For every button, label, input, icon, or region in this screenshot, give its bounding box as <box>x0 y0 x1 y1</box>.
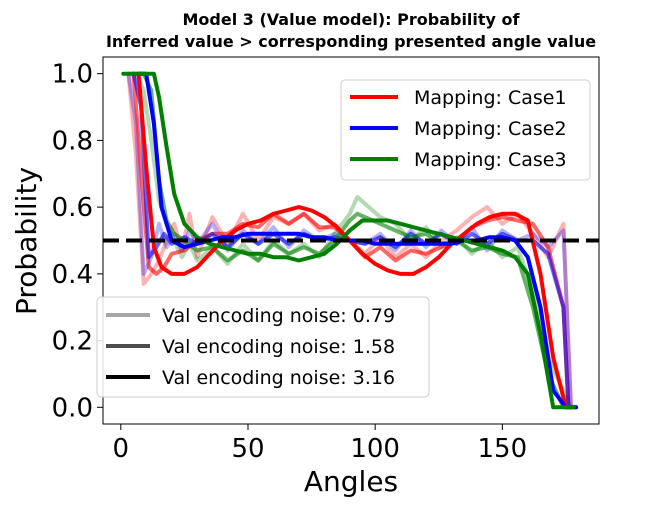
mapping-legend-box <box>340 79 591 181</box>
y-tick-label: 0.6 <box>52 193 93 223</box>
x-axis: 0 50 100 150 <box>113 424 528 464</box>
legend-label-noise-1.58: Val encoding noise: 1.58 <box>162 336 395 358</box>
x-tick-label: 150 <box>478 434 528 464</box>
chart-title-line2: Inferred value > corresponding presented… <box>106 32 596 51</box>
y-tick-label: 1.0 <box>52 60 93 90</box>
legend-label-noise-0.79: Val encoding noise: 0.79 <box>162 305 395 327</box>
series-line-case3-noise-3.16 <box>121 71 576 410</box>
plot-frame <box>102 56 600 425</box>
y-tick-label: 0.0 <box>52 393 93 423</box>
chart-title-line1: Model 3 (Value model): Probability of <box>183 10 521 29</box>
legend-label-case3: Mapping: Case3 <box>414 149 567 171</box>
y-tick-label: 0.4 <box>52 260 93 290</box>
y-axis-label: Probability <box>10 167 43 315</box>
noise-legend-box <box>96 296 430 398</box>
x-tick-label: 0 <box>113 434 130 464</box>
x-tick-label: 100 <box>350 434 400 464</box>
legend-label-case2: Mapping: Case2 <box>414 118 567 140</box>
mapping-legend: Mapping: Case1 Mapping: Case2 Mapping: C… <box>340 79 591 181</box>
y-tick-label: 0.8 <box>52 126 93 156</box>
x-tick-label: 50 <box>231 434 264 464</box>
legend-label-noise-3.16: Val encoding noise: 3.16 <box>162 367 395 389</box>
noise-legend: Val encoding noise: 0.79 Val encoding no… <box>96 296 430 398</box>
legend-label-case1: Mapping: Case1 <box>414 87 567 109</box>
x-axis-label: Angles <box>304 465 398 498</box>
y-axis: 0.0 0.2 0.4 0.6 0.8 1.0 <box>52 60 103 423</box>
y-tick-label: 0.2 <box>52 327 93 357</box>
series-line-case2-noise-3.16 <box>136 71 579 410</box>
